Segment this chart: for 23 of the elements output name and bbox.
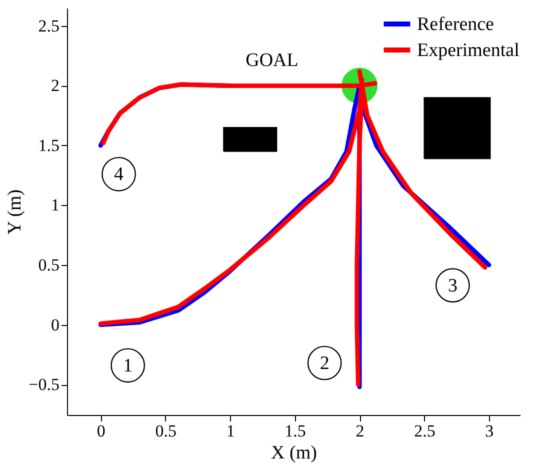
legend-label: Experimental bbox=[417, 40, 520, 61]
x-axis-title: X (m) bbox=[271, 442, 317, 464]
y-tick-label: 0 bbox=[51, 315, 60, 334]
y-tick-label: 2 bbox=[51, 76, 60, 96]
annotation: 2 bbox=[320, 353, 330, 374]
y-tick-label: 0.5 bbox=[38, 255, 60, 274]
annotation: 1 bbox=[123, 355, 133, 376]
x-tick-label: 1 bbox=[226, 422, 235, 440]
y-tick-label: 1 bbox=[51, 196, 60, 215]
annotation: GOAL bbox=[246, 50, 298, 71]
legend-label: Reference bbox=[417, 14, 494, 35]
y-tick-label: 2.5 bbox=[38, 16, 60, 36]
y-tick-label: −0.5 bbox=[28, 375, 60, 394]
x-tick-label: 2.5 bbox=[414, 422, 436, 440]
x-tick-label: 1.5 bbox=[284, 422, 306, 440]
annotation: 4 bbox=[114, 164, 124, 186]
x-tick-label: 2 bbox=[356, 422, 364, 440]
x-tick-label: 0 bbox=[96, 422, 106, 440]
x-tick-label: 0.5 bbox=[155, 422, 176, 440]
y-tick-label: 1.5 bbox=[38, 136, 60, 155]
annotation: 3 bbox=[448, 275, 458, 296]
x-tick-label: 3 bbox=[485, 422, 494, 440]
y-axis-title: Y (m) bbox=[4, 189, 26, 235]
